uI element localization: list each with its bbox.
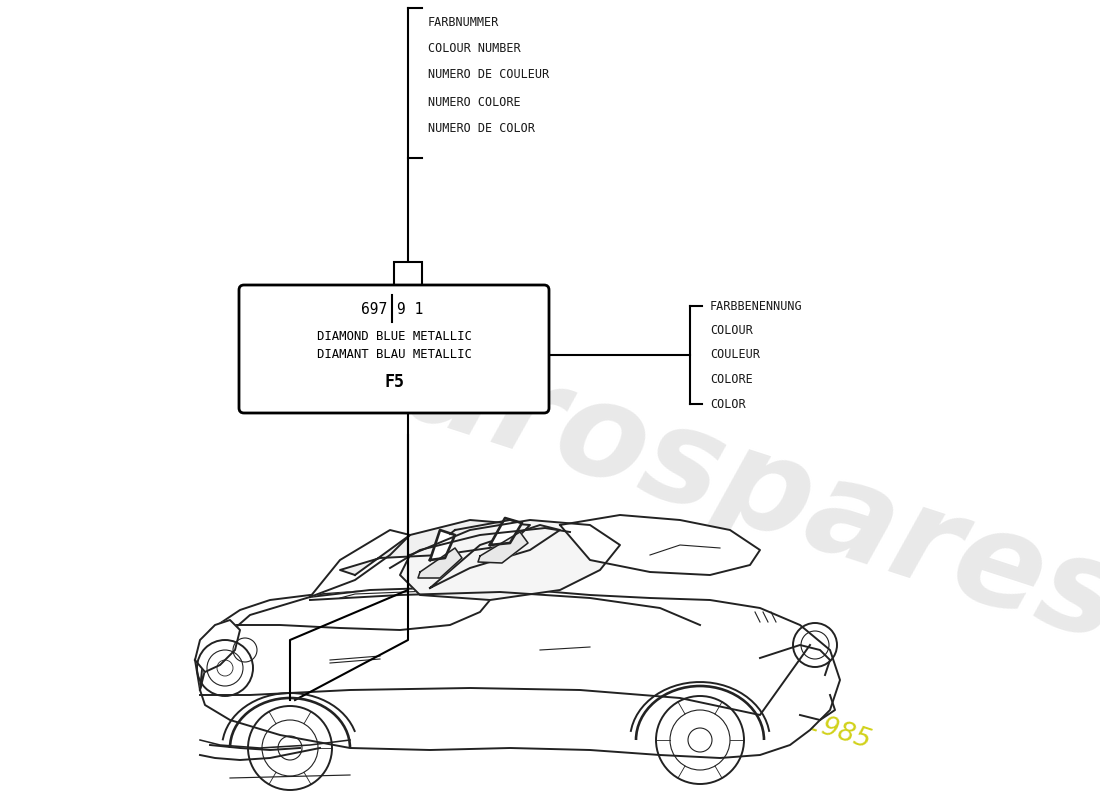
Text: NUMERO DE COULEUR: NUMERO DE COULEUR (428, 68, 549, 81)
Polygon shape (340, 520, 530, 575)
Polygon shape (200, 588, 490, 690)
Text: DIAMANT BLAU METALLIC: DIAMANT BLAU METALLIC (317, 349, 472, 362)
Text: COLOUR NUMBER: COLOUR NUMBER (428, 42, 520, 55)
Text: 697: 697 (361, 302, 387, 317)
Text: DIAMOND BLUE METALLIC: DIAMOND BLUE METALLIC (317, 330, 472, 342)
Text: FARBNUMMER: FARBNUMMER (428, 16, 499, 29)
Text: 9 1: 9 1 (397, 302, 424, 317)
Polygon shape (400, 520, 620, 600)
Text: eurospares: eurospares (304, 290, 1100, 670)
Text: COLOR: COLOR (710, 398, 746, 410)
Polygon shape (310, 530, 410, 597)
Polygon shape (195, 588, 840, 758)
Polygon shape (195, 620, 240, 672)
Text: COLOUR: COLOUR (710, 324, 752, 337)
Text: COULEUR: COULEUR (710, 349, 760, 362)
FancyBboxPatch shape (394, 262, 422, 286)
Polygon shape (560, 515, 760, 575)
Text: F5: F5 (384, 373, 404, 391)
Text: COLORE: COLORE (710, 373, 752, 386)
Text: a passion for parts since 1985: a passion for parts since 1985 (486, 606, 873, 754)
Polygon shape (418, 548, 462, 578)
Text: NUMERO COLORE: NUMERO COLORE (428, 96, 520, 109)
Polygon shape (478, 532, 528, 563)
FancyBboxPatch shape (239, 285, 549, 413)
Polygon shape (430, 530, 455, 560)
Text: FARBBENENNUNG: FARBBENENNUNG (710, 299, 803, 313)
Polygon shape (490, 518, 522, 545)
Polygon shape (430, 525, 560, 588)
Text: NUMERO DE COLOR: NUMERO DE COLOR (428, 122, 535, 135)
